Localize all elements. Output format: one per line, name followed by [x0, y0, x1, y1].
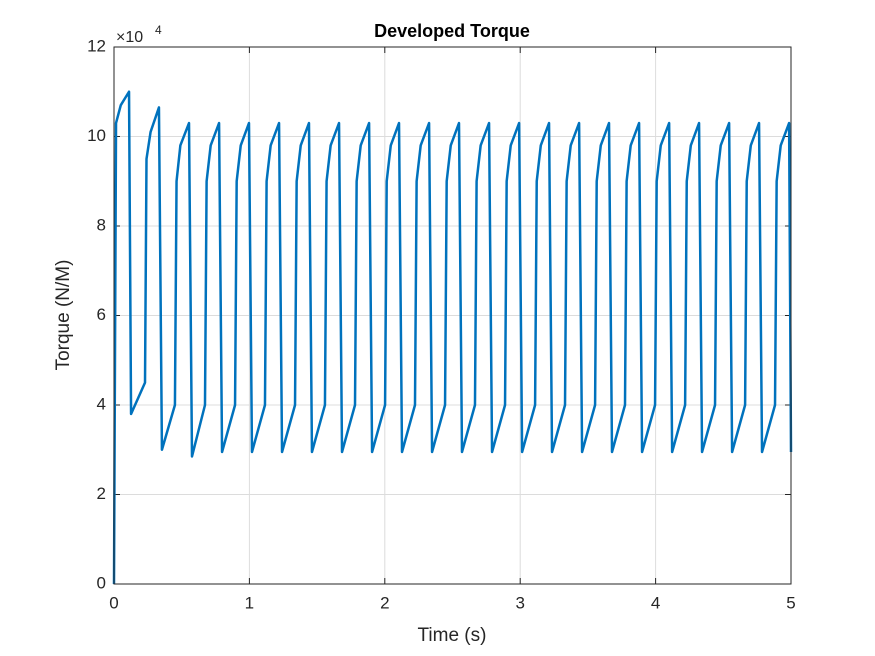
x-tick-label: 1 [245, 593, 254, 612]
y-axis-label: Torque (N/M) [53, 260, 74, 371]
y-tick-label: 10 [87, 126, 106, 145]
y-exponent: 4 [155, 23, 162, 37]
x-tick-label: 2 [380, 593, 389, 612]
y-tick-label: 0 [97, 573, 106, 592]
x-tick-label: 3 [515, 593, 524, 612]
x-tick-label: 4 [651, 593, 660, 612]
plot-frame [113, 46, 792, 585]
chart-title: Developed Torque [374, 21, 530, 41]
y-multiplier: ×10 [116, 29, 143, 46]
y-tick-label: 6 [97, 305, 106, 324]
y-tick-label: 4 [97, 394, 106, 413]
y-tick-label: 12 [87, 36, 106, 55]
x-tick-label: 5 [786, 593, 795, 612]
data-line [112, 90, 793, 585]
y-tick-label: 8 [97, 215, 106, 234]
x-tick-label: 0 [109, 593, 118, 612]
x-axis-label: Time (s) [418, 625, 487, 646]
y-tick-label: 2 [97, 484, 106, 503]
